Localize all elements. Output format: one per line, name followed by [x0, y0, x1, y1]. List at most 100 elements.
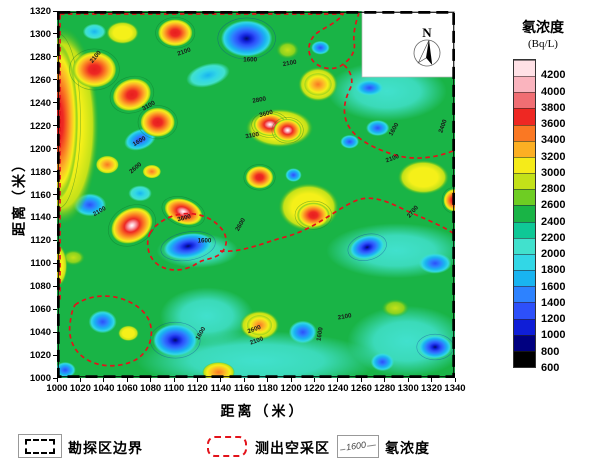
y-tick-mark	[53, 308, 57, 310]
boundary-legend-label: 勘探区边界	[68, 440, 143, 456]
contour-blob	[82, 23, 107, 40]
x-tick-label: 1000	[46, 383, 68, 394]
colorbar-cell	[514, 253, 535, 271]
x-tick-mark	[196, 378, 198, 382]
colorbar-cell	[514, 92, 535, 109]
goaf-legend-label: 测出空采区	[255, 440, 330, 456]
contour-ring	[69, 48, 120, 91]
colorbar-unit: (Bq/L)	[528, 38, 558, 50]
y-tick-mark	[53, 331, 57, 333]
y-tick-mark	[53, 56, 57, 58]
x-tick-label: 1020	[69, 383, 91, 394]
colorbar-tick-label: 1400	[541, 296, 566, 309]
y-tick-mark	[53, 262, 57, 264]
x-tick-mark	[173, 378, 175, 382]
contour-blob	[381, 298, 410, 318]
contour-blobs	[24, 17, 467, 391]
colorbar-tick-label: 2400	[541, 215, 566, 228]
contour-blob	[418, 335, 452, 359]
y-tick-mark	[53, 194, 57, 195]
colorbar-tick-label: 3000	[541, 166, 566, 179]
contour-blob	[370, 352, 395, 372]
contour-blob	[275, 40, 300, 60]
colorbar-tick-label: 2200	[541, 231, 566, 244]
x-tick-label: 1180	[257, 383, 279, 394]
contour-label: 2100	[337, 312, 352, 321]
contour-label: 2100	[249, 335, 265, 346]
colorbar-cell	[514, 318, 535, 335]
contour-label: 3600	[177, 213, 193, 223]
x-tick-mark	[384, 378, 386, 382]
contour-blob	[140, 107, 176, 138]
y-tick-label: 1300	[29, 28, 51, 40]
contour-blob	[246, 314, 273, 336]
contour-map-svg: 2100 210021002100210021002100160016001600…	[24, 10, 467, 391]
y-tick-mark	[53, 239, 57, 241]
colorbar-tick-label: 3200	[541, 150, 566, 163]
x-tick-label: 1200	[280, 383, 302, 394]
contour-blob	[285, 168, 302, 182]
contour-ring	[137, 105, 178, 140]
contour-map: 2100 2100 2100 2100 2100 2100 2100 1600 1600 1600…	[24, 10, 467, 391]
contour-blob	[163, 232, 213, 260]
contour-blob	[112, 78, 152, 112]
y-tick-mark	[53, 216, 57, 218]
colorbar-tick-label: 4200	[541, 69, 566, 82]
x-tick-mark	[290, 378, 292, 382]
y-tick-label: 1240	[29, 97, 51, 109]
colorbar-cell	[514, 124, 535, 141]
contour-blob	[117, 325, 139, 342]
colorbar-cell	[514, 173, 535, 190]
contour-label: 1600	[198, 238, 212, 245]
colorbar-cell	[514, 334, 535, 351]
contour-label: 1600	[243, 56, 257, 63]
contour-label: 2100	[282, 59, 297, 68]
contour-blob	[95, 155, 120, 174]
x-tick-mark	[243, 378, 245, 382]
y-tick-label: 1100	[30, 258, 51, 270]
colorbar-cell	[514, 108, 535, 125]
colorbar-title: 氡浓度	[522, 19, 564, 35]
contour-blob	[152, 324, 198, 357]
colorbar-cell	[514, 60, 535, 77]
colorbar-tick-label: 600	[541, 362, 560, 374]
colorbar-cell	[514, 76, 535, 93]
y-tick-label: 1320	[29, 6, 51, 17]
contour-label: 1600	[315, 326, 324, 341]
contour-blob	[355, 79, 384, 96]
colorbar-tick-label: 4000	[541, 85, 566, 98]
x-tick-label: 1320	[421, 383, 443, 394]
colorbar	[513, 59, 536, 368]
colorbar-tick-label: 2600	[541, 199, 566, 212]
y-tick-mark	[53, 79, 57, 81]
exploration-boundary	[56, 10, 456, 379]
goaf-outline	[68, 295, 153, 367]
y-tick-label: 1000	[29, 373, 51, 384]
x-tick-label: 1080	[140, 383, 162, 394]
contour-legend-icon: 1600	[337, 435, 379, 458]
x-tick-label: 1060	[116, 383, 138, 394]
contour-blob	[366, 119, 390, 137]
contour-blob	[349, 235, 385, 260]
y-tick-label: 1020	[29, 350, 51, 362]
contour-legend-value: 1600	[344, 439, 368, 453]
legend-row: 勘探区边界 测出空采区 1600 氡浓度	[0, 432, 600, 462]
colorbar-tick-label: 800	[541, 345, 560, 358]
colorbar-cell	[514, 302, 535, 319]
contour-blob	[245, 165, 274, 189]
y-tick-mark	[53, 148, 57, 150]
contour-ring	[107, 204, 156, 247]
north-label: N	[422, 25, 432, 40]
contour-label: 3600	[259, 109, 275, 119]
y-tick-mark	[53, 354, 57, 356]
y-tick-mark	[53, 285, 57, 287]
y-tick-label: 1280	[29, 51, 51, 63]
colorbar-cell	[514, 189, 535, 206]
contour-blob	[311, 40, 330, 55]
x-tick-label: 1040	[93, 383, 115, 394]
x-tick-mark	[431, 378, 433, 382]
colorbar-tick-label: 3800	[541, 101, 566, 114]
contour-ring	[243, 164, 276, 191]
contour-blob	[128, 185, 152, 202]
